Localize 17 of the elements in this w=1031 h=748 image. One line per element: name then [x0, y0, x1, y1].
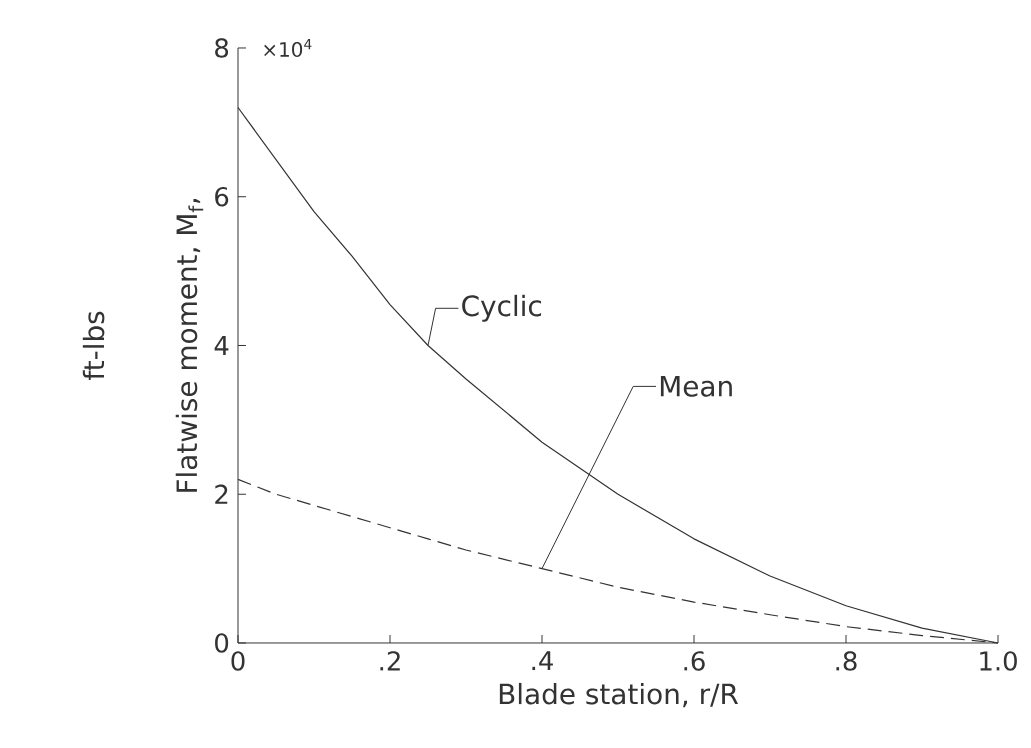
y-tick-label: 6 — [215, 186, 229, 207]
x-axis-title: Blade station, r/R — [499, 682, 739, 708]
y-tick-label: 2 — [215, 484, 228, 504]
x-tick-label: 1.0 — [980, 651, 1017, 671]
annotation: ×10$^{4}$ — [264, 39, 312, 57]
x-tick-label: .4 — [532, 651, 553, 671]
x-tick-label: .8 — [836, 651, 857, 671]
y-tick-label: 0 — [215, 633, 229, 653]
y-tick-label: 4 — [214, 336, 229, 355]
y2-axis-title: ft-lbs — [82, 311, 105, 381]
y-tick-label: 8 — [215, 38, 229, 58]
x-tick-label: 0 — [231, 651, 245, 671]
text: Mean — [660, 376, 732, 397]
legend-label: Cyclic — [462, 294, 542, 322]
y-axis-title: Flatwise moment, M$_{f}$, — [175, 199, 204, 492]
x-tick-label: .6 — [684, 651, 705, 671]
x-tick-label: .2 — [380, 651, 400, 671]
